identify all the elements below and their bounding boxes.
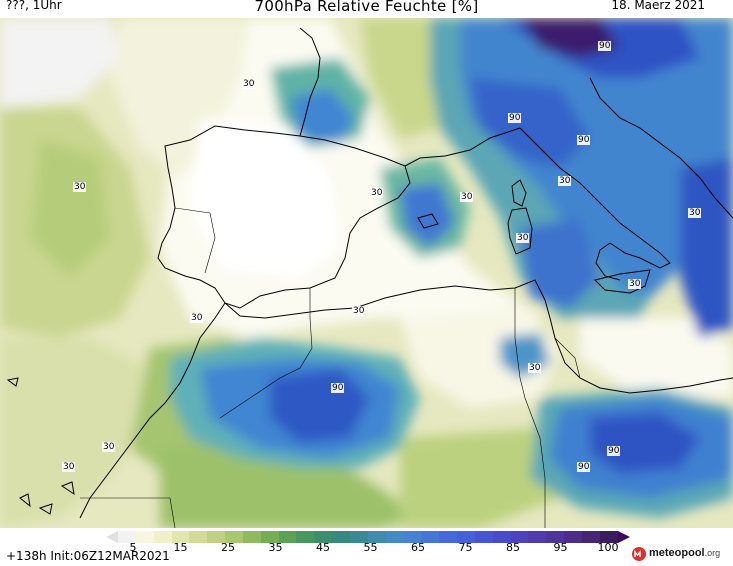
humidity-blobs	[0, 18, 733, 528]
colorbar-tick-label: 85	[506, 541, 520, 554]
colorbar-swatch	[510, 531, 529, 543]
colorbar-tick-label: 35	[268, 541, 283, 554]
colorbar-swatch	[403, 531, 422, 543]
colorbar-swatch	[278, 531, 297, 543]
contour-label-30: 30	[102, 442, 116, 452]
contour-label-30: 30	[190, 313, 204, 323]
colorbar-swatch	[421, 531, 440, 543]
colorbar-swatch	[135, 531, 154, 543]
map-footer: 5 15 25 35 45 55 65 75 85 95 100 +138h Init:06Z12M…	[0, 528, 733, 566]
logo-icon	[632, 547, 646, 561]
contour-label-30: 30	[628, 279, 642, 289]
colorbar	[118, 531, 618, 543]
colorbar-swatch	[225, 531, 243, 543]
logo-suffix: .org	[704, 548, 721, 558]
colorbar-swatch	[581, 531, 600, 543]
colorbar-tick-label: 75	[458, 541, 473, 554]
colorbar-swatch	[171, 531, 190, 543]
contour-label-30: 30	[242, 79, 256, 89]
colorbar-swatch	[528, 531, 547, 543]
run-label: ???, 1Uhr	[6, 0, 62, 12]
colorbar-tick-label: 15	[173, 541, 188, 554]
contour-label-30: 30	[688, 208, 702, 218]
colorbar-tick-label: 95	[553, 541, 568, 554]
contour-label-30: 30	[528, 363, 542, 373]
contour-label-90: 90	[577, 462, 591, 472]
colorbar-swatch	[546, 531, 565, 543]
colorbar-tick-label: 55	[363, 541, 378, 554]
map-title: 700hPa Relative Feuchte [%]	[254, 0, 479, 15]
colorbar-swatch	[332, 531, 350, 543]
contour-label-30: 30	[62, 462, 76, 472]
colorbar-swatch	[564, 531, 582, 543]
colorbar-swatch	[314, 531, 333, 543]
colorbar-swatch	[118, 531, 136, 543]
contour-label-90: 90	[607, 446, 621, 456]
contour-label-30: 30	[460, 192, 474, 202]
colorbar-swatch	[492, 531, 511, 543]
contour-label-90: 90	[577, 135, 591, 145]
contour-label-90: 90	[331, 383, 345, 393]
valid-date: 18. Maerz 2021	[611, 0, 705, 12]
colorbar-swatch	[474, 531, 493, 543]
colorbar-under-arrow	[106, 531, 118, 543]
contour-label-30: 30	[516, 233, 530, 243]
contour-label-30: 30	[73, 182, 87, 192]
colorbar-swatch	[153, 531, 172, 543]
colorbar-tick-label: 45	[316, 541, 330, 554]
colorbar-swatch	[242, 531, 261, 543]
colorbar-tick-label: 100	[597, 541, 619, 554]
logo-text: meteopool	[649, 547, 705, 559]
colorbar-swatch	[439, 531, 458, 543]
coastline-paths	[6, 27, 733, 528]
contour-label-30: 30	[370, 188, 384, 198]
colorbar-swatch	[296, 531, 315, 543]
humidity-field	[0, 18, 733, 528]
colorbar-swatch	[457, 531, 475, 543]
colorbar-swatch	[260, 531, 279, 543]
colorbar-swatch	[349, 531, 368, 543]
colorbar-tick-label: 25	[221, 541, 235, 554]
init-time: +138h Init:06Z12MAR2021	[6, 549, 170, 563]
colorbar-swatch	[385, 531, 404, 543]
meteopool-logo[interactable]: meteopool.org	[631, 544, 731, 564]
contour-label-90: 90	[508, 113, 522, 123]
contour-label-30: 30	[558, 176, 572, 186]
colorbar-tick-label: 5	[129, 541, 137, 554]
contour-label-30: 30	[352, 306, 366, 316]
colorbar-swatch	[207, 531, 226, 543]
colorbar-tick-label: 65	[411, 541, 425, 554]
colorbar-over-arrow	[618, 531, 630, 543]
colorbar-swatch	[599, 531, 618, 543]
map-header: ???, 1Uhr 700hPa Relative Feuchte [%] 18…	[0, 0, 733, 18]
colorbar-swatch	[367, 531, 386, 543]
colorbar-swatch	[189, 531, 208, 543]
contour-label-90: 90	[598, 41, 612, 51]
humidity-map: 30 30 30 30 30 30 30 30 30 30 30 30 30 9…	[0, 18, 733, 528]
